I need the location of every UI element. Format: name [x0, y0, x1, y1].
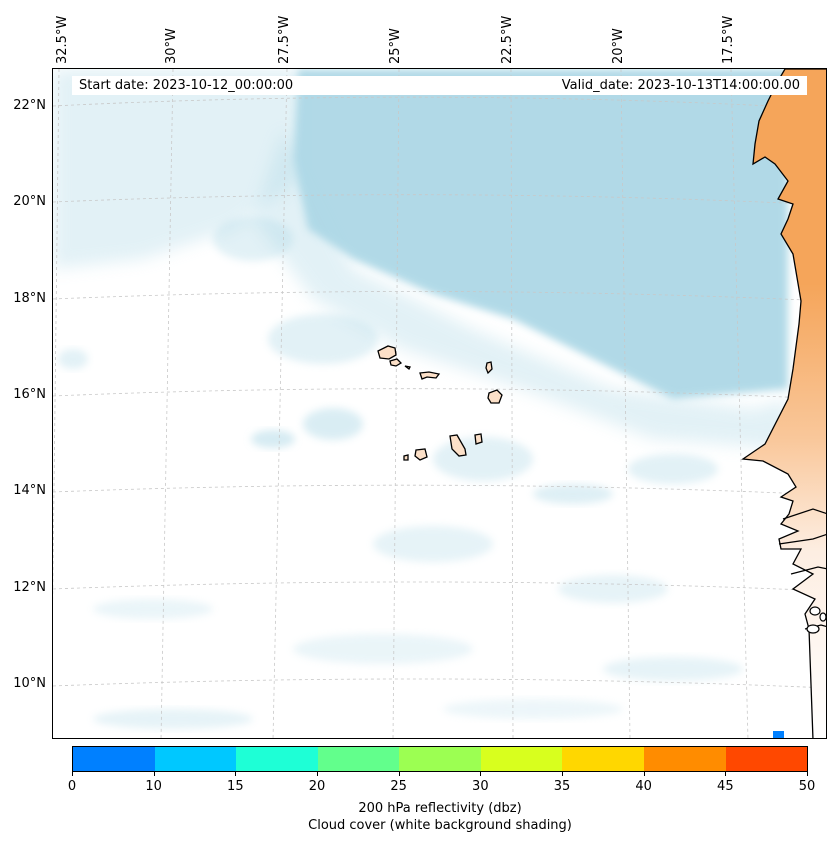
island-santo-antao	[377, 345, 397, 360]
colorbar-segment	[154, 747, 237, 771]
colorbar-tick	[398, 772, 400, 776]
colorbar-tick-label: 40	[635, 779, 652, 794]
lon-label: 22.5°W	[500, 15, 515, 64]
colorbar-tick-label: 15	[227, 779, 244, 794]
colorbar-tick	[643, 772, 645, 776]
colorbar-tick-label: 50	[798, 779, 816, 794]
cloud-deck-main	[293, 69, 788, 399]
colorbar-tick	[72, 772, 73, 776]
colorbar-tick	[562, 772, 563, 776]
colorbar-segment	[236, 747, 318, 771]
cloud-patch	[533, 484, 613, 504]
colorbar-segment	[399, 747, 481, 771]
colorbar-tick-label: 0	[67, 779, 77, 794]
coastline-details	[778, 508, 826, 630]
lat-label: 12°N	[13, 580, 46, 595]
lon-label: 25°W	[388, 28, 403, 64]
island-santa-luzia	[404, 365, 411, 370]
island-sao-nicolau	[419, 371, 441, 380]
colorbar-segment	[73, 747, 155, 771]
cloud-patch	[443, 699, 623, 719]
colorbar-tick-label: 30	[472, 779, 489, 794]
lat-label: 18°N	[13, 291, 46, 306]
cloud-patch	[303, 408, 363, 440]
lon-label: 20°W	[611, 28, 626, 64]
valid-date-label: Valid_date: 2023-10-13T14:00:00.00	[561, 78, 800, 93]
island-sal	[485, 361, 493, 375]
colorbar-tick	[807, 772, 808, 776]
colorbar-segment	[480, 747, 563, 771]
cloud-patch	[373, 526, 493, 562]
map-canvas	[53, 69, 826, 738]
cloud-patch	[268, 314, 378, 364]
colorbar-tick	[235, 772, 237, 776]
lon-label: 17.5°W	[721, 15, 736, 64]
cloud-patch	[558, 575, 668, 603]
colorbar-tick-label: 45	[717, 779, 734, 794]
colorbar-tick	[480, 772, 482, 776]
lat-label: 20°N	[13, 194, 46, 209]
cloud-deck-edge	[253, 129, 788, 449]
cloud-cover-layer	[53, 69, 788, 729]
cloud-patch	[93, 599, 213, 619]
colorbar-tick	[725, 772, 727, 776]
cloud-patch	[433, 437, 533, 481]
island-sao-vicente	[389, 358, 403, 367]
cloud-patch	[603, 657, 743, 681]
cloud-patch	[213, 217, 293, 261]
colorbar-segment	[562, 747, 644, 771]
colorbar-tick-label: 25	[390, 779, 407, 794]
gridlines	[53, 69, 826, 738]
colorbar-tick-label: 35	[553, 779, 571, 794]
colorbar	[72, 746, 808, 772]
island-fogo	[414, 448, 428, 461]
island-boa-vista	[487, 389, 503, 404]
africa-coast	[741, 69, 826, 738]
cloud-patch	[251, 430, 295, 448]
colorbar-tick	[317, 772, 318, 776]
lat-label: 14°N	[13, 483, 46, 498]
date-info-bar: Start date: 2023-10-12_00:00:00 Valid_da…	[72, 76, 807, 95]
bijagos-islands	[806, 606, 826, 634]
colorbar-segment	[317, 747, 400, 771]
lat-label: 16°N	[13, 387, 46, 402]
colorbar-tick-label: 20	[308, 779, 326, 794]
lat-label: 22°N	[13, 98, 46, 113]
colorbar-subtitle: Cloud cover (white background shading)	[308, 818, 572, 833]
lon-label: 27.5°W	[277, 15, 292, 64]
lon-label: 30°W	[164, 28, 179, 64]
lon-label: 32.5°W	[55, 15, 70, 64]
cloud-patch	[293, 634, 473, 664]
colorbar-segment	[725, 747, 808, 771]
colorbar-tick	[153, 772, 155, 776]
reflectivity-blip	[773, 731, 784, 738]
colorbar-title: 200 hPa reflectivity (dbz)	[358, 801, 522, 816]
cloud-patch	[93, 709, 253, 729]
island-brava	[403, 454, 409, 461]
cloud-patch	[58, 349, 88, 369]
cloud-patch	[628, 454, 718, 484]
map-panel	[52, 68, 827, 739]
lat-label: 10°N	[13, 676, 46, 691]
cape-verde-islands	[377, 345, 503, 461]
island-maio	[474, 433, 483, 445]
start-date-label: Start date: 2023-10-12_00:00:00	[79, 78, 294, 93]
island-santiago	[449, 434, 467, 457]
colorbar-tick-label: 10	[145, 779, 162, 794]
colorbar-segment	[643, 747, 726, 771]
